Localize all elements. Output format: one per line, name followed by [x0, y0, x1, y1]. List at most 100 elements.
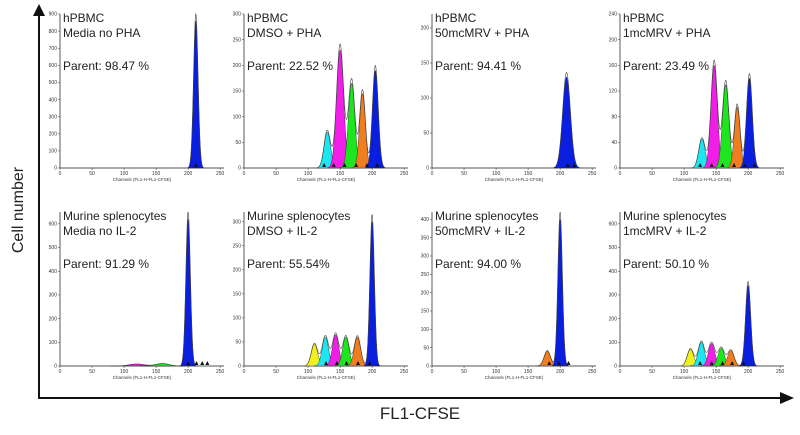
panel-parent-percent: Parent: 91.29 % [63, 257, 149, 271]
x-tick-label: 250 [776, 369, 785, 375]
y-tick-label: 200 [233, 63, 242, 69]
y-tick-label: 50 [235, 340, 241, 346]
gate-marker [566, 361, 571, 365]
panel-parent-percent: Parent: 98.47 % [63, 59, 149, 73]
histogram-panel: 0 40 80 120 160 200 240 0 50 100 150 200 250 Channels… [606, 8, 794, 188]
y-tick-label: 250 [233, 37, 242, 43]
histogram-svg: 0 100 200 300 400 500 600 0 50 100 150 200 250 Channe… [609, 209, 785, 380]
panel-condition: 50mcMRV + IL-2 [435, 224, 525, 238]
x-tick-label: 200 [744, 171, 753, 177]
gate-marker [344, 361, 349, 365]
panel-cell-type: hPBMC [435, 11, 477, 25]
histogram-svg: 0 50 100 150 200 250 300 0 50 100 150 200 250 Channel… [233, 11, 409, 182]
x-tick-label: 100 [304, 369, 313, 375]
y-tick-label: 300 [49, 114, 58, 120]
gate-marker [342, 163, 347, 167]
panel-x-axis-label: Channels (FL1-H-FL1-CFSE) [485, 177, 544, 182]
gate-marker [732, 163, 737, 167]
x-tick-label: 200 [184, 369, 193, 375]
gate-marker [367, 361, 372, 365]
x-tick-label: 250 [588, 171, 597, 177]
histogram-svg: 0 50 100 150 200 250 300 350 400 0 50 100 150 200 250 C… [421, 209, 597, 380]
x-tick-label: 0 [431, 171, 434, 177]
y-tick-label: 300 [421, 254, 430, 260]
panel-parent-percent: Parent: 55.54% [247, 257, 330, 271]
histogram-envelope [620, 59, 784, 169]
y-tick-label: 240 [609, 12, 618, 18]
peak-blue [552, 219, 569, 367]
gate-marker [730, 361, 735, 365]
y-tick-label: 100 [49, 149, 58, 155]
x-tick-label: 0 [619, 171, 622, 177]
x-tick-label: 150 [336, 369, 345, 375]
y-tick-label: 200 [609, 37, 618, 43]
gate-marker [742, 163, 747, 167]
y-axis-line [38, 14, 40, 398]
histogram-svg: 0 50 100 150 200 250 300 0 50 100 150 200 250 Channel… [233, 209, 409, 380]
y-tick-label: 0 [614, 166, 617, 172]
y-tick-label: 200 [49, 131, 58, 137]
peak-blue [187, 21, 204, 169]
gate-marker [565, 163, 570, 167]
y-tick-label: 200 [609, 316, 618, 322]
x-tick-label: 100 [304, 171, 313, 177]
panel-cell-type: hPBMC [247, 11, 289, 25]
x-tick-label: 250 [216, 369, 225, 375]
histogram-panel: 0 50 100 150 200 250 300 350 400 0 50 100 150 200 250 C… [418, 206, 606, 386]
y-tick-label: 400 [421, 217, 430, 223]
y-tick-label: 100 [49, 340, 58, 346]
panel-cell-type: Murine splenocytes [247, 209, 350, 223]
y-tick-label: 400 [49, 269, 58, 275]
gate-marker [709, 163, 714, 167]
y-tick-label: 100 [421, 327, 430, 333]
y-tick-label: 500 [609, 245, 618, 251]
panel-condition: 1mcMRV + PHA [623, 26, 710, 40]
y-tick-label: 120 [609, 89, 618, 95]
y-tick-label: 200 [233, 267, 242, 273]
histogram-envelope [620, 280, 784, 367]
gate-marker [375, 163, 380, 167]
x-tick-label: 100 [680, 171, 689, 177]
y-tick-label: 600 [49, 222, 58, 228]
y-tick-label: 300 [233, 219, 242, 225]
y-tick-label: 100 [609, 340, 618, 346]
x-tick-label: 50 [89, 369, 95, 375]
histogram-envelope [60, 211, 224, 367]
histogram-panel: 0 100 200 300 400 500 600 700 800 900 0 50 100 150 200… [46, 8, 234, 188]
gate-marker [205, 361, 210, 365]
y-tick-label: 0 [54, 364, 57, 370]
panel-parent-percent: Parent: 22.52 % [247, 59, 333, 73]
y-tick-label: 0 [426, 166, 429, 172]
x-tick-label: 50 [461, 171, 467, 177]
gate-marker [720, 361, 725, 365]
y-tick-label: 600 [609, 222, 618, 228]
y-axis-title-text: Cell number [10, 166, 28, 254]
x-tick-label: 0 [59, 369, 62, 375]
histogram-panel: 0 100 200 300 400 500 600 0 50 100 150 200 250 Channe… [46, 206, 234, 386]
panel-condition: DMSO + PHA [247, 26, 321, 40]
y-tick-label: 0 [614, 364, 617, 370]
panel-x-axis-label: Channels (FL1-H-FL1-CFSE) [485, 375, 544, 380]
x-axis-title: FL1-CFSE [379, 404, 461, 423]
panel-x-axis-label: Channels (FL1-H-FL1-CFSE) [113, 177, 172, 182]
x-tick-label: 50 [649, 171, 655, 177]
y-tick-label: 400 [609, 269, 618, 275]
histogram-panel: 0 50 100 150 200 250 300 0 50 100 150 200 250 Channel… [230, 206, 418, 386]
histogram-envelope [432, 211, 596, 367]
y-tick-label: 150 [233, 292, 242, 298]
panel-x-axis-label: Channels (FL1-H-FL1-CFSE) [673, 375, 732, 380]
peak-blue [552, 76, 581, 169]
x-tick-label: 200 [556, 171, 565, 177]
x-axis-line [38, 397, 782, 399]
x-tick-label: 200 [368, 369, 377, 375]
y-tick-label: 250 [233, 243, 242, 249]
histogram-panel: 0 50 100 150 200 250 300 0 50 100 150 200 250 Channel… [230, 8, 418, 188]
x-tick-label: 0 [59, 171, 62, 177]
y-tick-label: 160 [609, 63, 618, 69]
x-tick-label: 100 [492, 171, 501, 177]
x-axis-arrowhead [780, 392, 794, 404]
y-axis-title: Cell number [6, 140, 32, 280]
gate-marker [720, 163, 725, 167]
x-tick-label: 0 [243, 171, 246, 177]
